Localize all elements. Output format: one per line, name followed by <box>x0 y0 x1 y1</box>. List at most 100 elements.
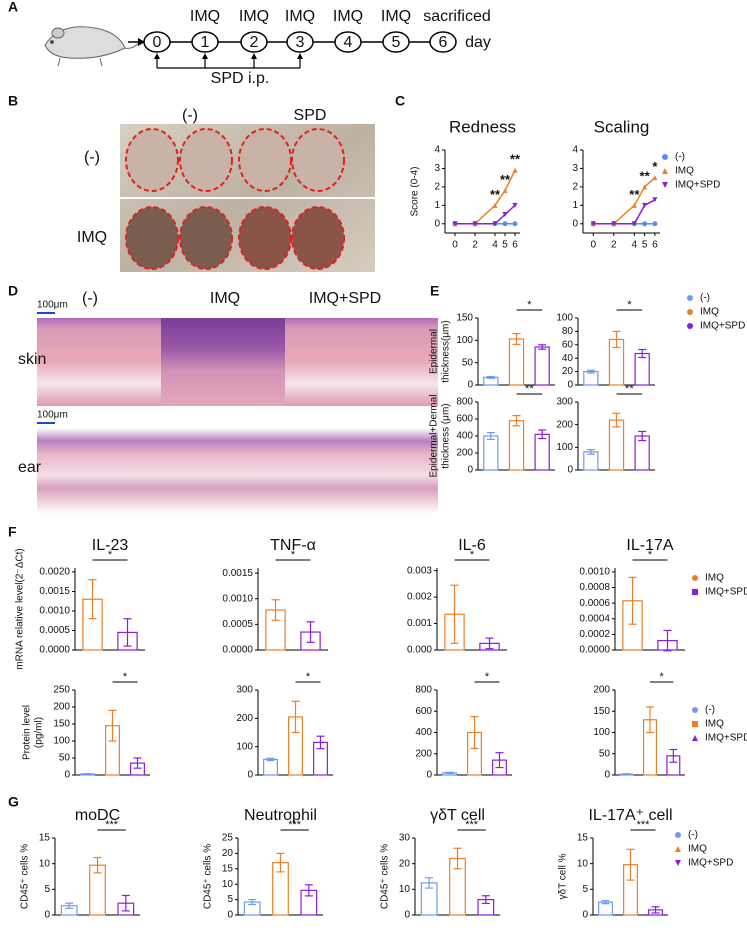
y-tick-label: 5 <box>44 884 50 895</box>
legend-label: IMQ+SPD <box>675 180 720 191</box>
x-tick-label: 2 <box>472 240 478 251</box>
legend-label: IMQ <box>705 573 724 584</box>
panel-label: C <box>395 93 405 109</box>
marker <box>652 197 658 203</box>
significance-label: * <box>627 299 632 311</box>
y-tick-label: 200 <box>236 713 253 724</box>
y-axis-label: Score (0-4) <box>410 166 421 216</box>
y-tick-label: 200 <box>415 748 432 759</box>
column-label: (-) <box>82 290 98 307</box>
bar <box>608 419 625 471</box>
day-label: 2 <box>250 34 259 51</box>
y-tick-label: 0.000 <box>407 645 432 656</box>
y-tick-label: 2 <box>572 182 578 193</box>
y-tick-label: 0.0006 <box>579 598 610 609</box>
y-tick-label: 0 <box>604 770 610 781</box>
legend-label: IMQ+SPD <box>688 858 733 869</box>
y-tick-label: 0.0005 <box>222 619 253 630</box>
y-tick-label: 0.0015 <box>222 568 253 579</box>
marker <box>492 202 498 208</box>
annotation: ** <box>510 152 521 167</box>
y-tick-label: 0 <box>567 380 573 391</box>
day-label: 5 <box>392 34 401 51</box>
y-axis-label: mRNA relative level(2⁻ΔCt) <box>15 548 26 669</box>
legend-label: IMQ+SPD <box>705 587 747 598</box>
marker <box>512 221 518 227</box>
day-circle <box>429 31 457 53</box>
y-tick-label: 200 <box>556 419 573 430</box>
marker <box>652 175 658 181</box>
x-tick-label: 0 <box>452 240 458 251</box>
significance-label: * <box>485 671 490 683</box>
x-tick-label: 6 <box>652 240 658 251</box>
annotation: ** <box>500 172 511 187</box>
x-tick-label: 4 <box>492 240 498 251</box>
marker <box>675 846 681 852</box>
panel-label: G <box>8 794 19 810</box>
y-tick-label: 0.002 <box>407 592 432 603</box>
y-tick-label: 0 <box>467 380 473 391</box>
x-tick-label: 2 <box>611 240 617 251</box>
y-tick-label: 3 <box>572 163 578 174</box>
panel-label: D <box>8 283 18 299</box>
marker <box>692 589 698 595</box>
marker <box>611 221 617 227</box>
timeline <box>128 31 457 69</box>
column-label: IMQ+SPD <box>309 290 381 307</box>
row-label: IMQ <box>77 229 107 246</box>
legend-label: IMQ <box>705 719 724 730</box>
treatment-label: sacrificed <box>423 8 491 25</box>
y-tick-label: 0.001 <box>407 618 432 629</box>
scale-bar-label: 100μm <box>37 300 68 311</box>
arrowhead <box>251 53 257 59</box>
y-tick-label: 2 <box>434 182 440 193</box>
marker <box>675 832 681 838</box>
day-label: 3 <box>296 34 305 51</box>
marker <box>512 202 518 208</box>
y-tick-label: 60 <box>562 339 574 350</box>
y-tick-label: 3 <box>434 163 440 174</box>
y-tick-label: 4 <box>572 145 578 156</box>
arrowhead <box>297 53 303 59</box>
y-tick-label: 400 <box>456 431 473 442</box>
column-label: (-) <box>182 107 198 124</box>
y-tick-label: 30 <box>399 833 411 844</box>
treatment-label: IMQ <box>333 8 363 25</box>
marker <box>590 221 596 227</box>
y-tick-label: 0 <box>404 910 410 921</box>
marker <box>692 721 698 727</box>
y-tick-label: 0 <box>582 910 588 921</box>
panel-label: E <box>430 283 439 299</box>
treatment-label: IMQ <box>239 8 269 25</box>
legend-label: IMQ <box>688 844 707 855</box>
y-tick-label: 100 <box>556 442 573 453</box>
y-axis-label: thickness(μm) <box>441 320 452 382</box>
annotation: * <box>652 159 658 174</box>
y-tick-label: 300 <box>556 397 573 408</box>
y-tick-label: 250 <box>53 685 70 696</box>
chart-title: TNF-α <box>270 537 316 554</box>
y-tick-label: 15 <box>39 833 51 844</box>
bar <box>583 371 599 386</box>
y-tick-label: 0.0010 <box>222 593 253 604</box>
row-label: (-) <box>84 149 100 166</box>
y-tick-label: 5 <box>582 884 588 895</box>
y-tick-label: 100 <box>556 313 573 324</box>
y-tick-label: 0.0002 <box>579 629 610 640</box>
y-tick-label: 150 <box>456 313 473 324</box>
y-axis-label: γδT cell % <box>558 853 569 899</box>
y-tick-label: 10 <box>39 858 51 869</box>
legend-label: IMQ+SPD <box>700 321 745 332</box>
chart-title: IL-23 <box>92 537 129 554</box>
significance-label: *** <box>465 819 479 831</box>
marker <box>692 707 698 713</box>
significance-label: * <box>470 549 475 561</box>
histology-panel <box>37 312 438 514</box>
marker <box>502 212 508 218</box>
significance-label: *** <box>105 819 119 831</box>
significance-label: * <box>306 671 311 683</box>
y-tick-label: 0 <box>64 770 70 781</box>
marker <box>472 221 478 227</box>
significance-label: * <box>123 671 128 683</box>
bar <box>534 346 550 386</box>
